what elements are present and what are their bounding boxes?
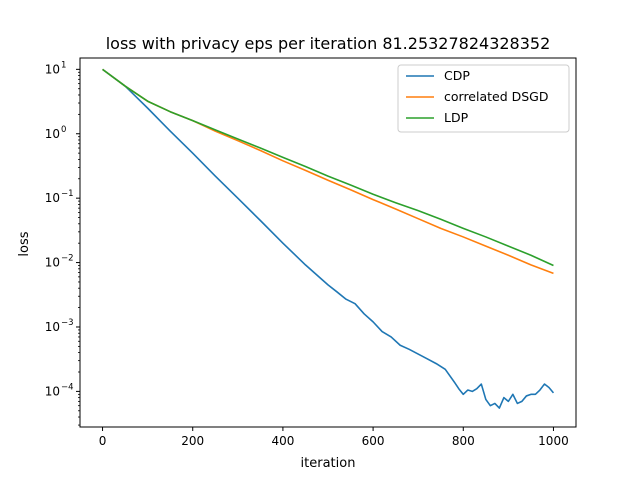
x-tick-label: 200 (181, 434, 204, 448)
x-axis-label: iteration (301, 456, 356, 471)
legend: CDP correlated DSGD LDP (397, 64, 570, 133)
plot-lines (102, 68, 555, 409)
y-tick-label: 10 (45, 320, 60, 334)
y-tick-label: 10 (45, 127, 60, 141)
y-tick-exponent: −2 (61, 254, 74, 264)
x-tick-label: 800 (452, 434, 475, 448)
y-tick-exponent: −1 (61, 189, 74, 199)
chart-title: loss with privacy eps per iteration 81.2… (106, 34, 551, 53)
legend-label: LDP (444, 110, 469, 125)
y-tick-exponent: 1 (61, 60, 66, 70)
series-line-cdp (102, 68, 555, 409)
y-axis-label: loss (17, 231, 32, 256)
y-tick-exponent: −4 (61, 382, 74, 392)
x-tick-label: 600 (362, 434, 385, 448)
x-axis-ticks: 0 200 400 600 800 1000 (99, 427, 569, 448)
series-line-ldp (102, 68, 554, 267)
x-tick-label: 400 (271, 434, 294, 448)
legend-box (397, 64, 570, 133)
plot-area-frame (79, 57, 577, 428)
y-tick-label: 10 (45, 256, 60, 270)
y-tick-label: 10 (45, 191, 60, 205)
legend-label: CDP (444, 68, 470, 83)
y-tick-label: 10 (45, 62, 60, 76)
y-tick-label: 10 (45, 384, 60, 398)
x-tick-label: 1000 (538, 434, 569, 448)
y-tick-exponent: 0 (61, 125, 66, 135)
y-tick-exponent: −3 (61, 318, 74, 328)
x-tick-label: 0 (99, 434, 107, 448)
legend-label: correlated DSGD (444, 89, 549, 104)
